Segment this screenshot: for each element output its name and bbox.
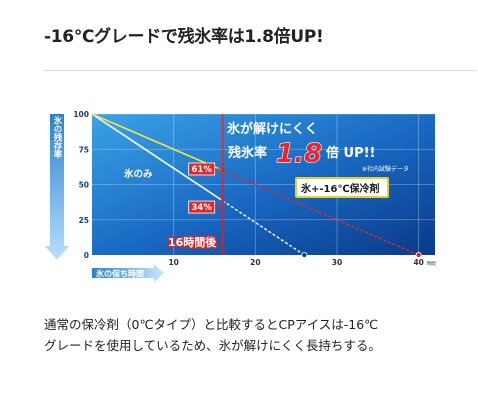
series-ice-only-dashed bbox=[222, 200, 305, 256]
series-ice-plus-pack-end-point bbox=[415, 251, 422, 258]
caption-line-1: 通常の保冷剤（0℃タイプ）と比較するとCPアイスは-16℃ bbox=[44, 317, 379, 332]
series-layer bbox=[91, 113, 422, 258]
label-ice-plus-pack: 氷+-16℃保冷剤 bbox=[295, 177, 389, 198]
y-tick-label: 75 bbox=[79, 145, 89, 154]
caption: 通常の保冷剤（0℃タイプ）と比較するとCPアイスは-16℃ グレードを使用してい… bbox=[44, 314, 464, 356]
headline-note: ※社内試験データ bbox=[362, 165, 409, 173]
x-tick-label: 30 bbox=[332, 258, 342, 267]
x-unit-label: 時間 bbox=[427, 261, 436, 267]
x-tick-label: 20 bbox=[250, 258, 260, 267]
page-title: -16℃グレードで残氷率は1.8倍UP! bbox=[44, 27, 324, 47]
label-ice-only: 氷のみ bbox=[123, 168, 153, 180]
divider bbox=[44, 70, 476, 71]
y-tick-label: 100 bbox=[73, 110, 89, 119]
series-ice-plus-pack-dashed bbox=[222, 169, 419, 256]
x-axis-arrow bbox=[92, 264, 164, 282]
callout-label: 61% bbox=[191, 165, 212, 175]
y-tick-label: 50 bbox=[79, 181, 89, 190]
series-ice-only-solid bbox=[91, 113, 224, 202]
label-ice-plus-pack-text: 氷+-16℃保冷剤 bbox=[300, 182, 380, 195]
caption-line-2: グレードを使用しているため、氷が解けにくく長持ちする。 bbox=[44, 338, 381, 353]
marker-label-box: 16時間後 bbox=[167, 234, 219, 251]
y-axis-arrow bbox=[45, 114, 69, 260]
label-ice-only-text: 氷のみ bbox=[123, 168, 153, 180]
marker-layer: 61% 34% bbox=[188, 114, 224, 255]
x-tick-label: 40 bbox=[413, 258, 423, 267]
y-axis-label: 氷の残存率 bbox=[52, 115, 63, 159]
y-tick-label: 25 bbox=[79, 216, 89, 225]
y-tick-label: 0 bbox=[84, 251, 89, 260]
headline-big: 1.8 bbox=[276, 139, 322, 169]
marker-label-text: 16時間後 bbox=[168, 235, 217, 249]
axis-ticks: 0 25 50 75 100 10 20 30 40 時間 bbox=[73, 110, 436, 267]
x-tick-label: 10 bbox=[168, 258, 178, 267]
series-ice-plus-pack-solid bbox=[91, 113, 223, 172]
callout-label: 34% bbox=[191, 203, 212, 213]
chart-svg: 氷の残存率 氷の保ち時間 0 25 50 75 100 10 20 30 40 時間 61% 34%… bbox=[45, 110, 436, 282]
x-axis-label: 氷の保ち時間 bbox=[95, 269, 144, 279]
series-ice-only-end-point bbox=[301, 251, 308, 258]
headline-line1: 氷が解けにくく bbox=[227, 121, 318, 137]
residual-ice-chart: 氷の残存率 氷の保ち時間 0 25 50 75 100 10 20 30 40 時間 61% 34%… bbox=[44, 100, 444, 295]
headline: 氷が解けにくく 残氷率 1.8 倍 UP!! ※社内試験データ bbox=[227, 121, 409, 173]
headline-suffix: 倍 UP!! bbox=[326, 145, 375, 161]
headline-prefix: 残氷率 bbox=[228, 145, 267, 161]
